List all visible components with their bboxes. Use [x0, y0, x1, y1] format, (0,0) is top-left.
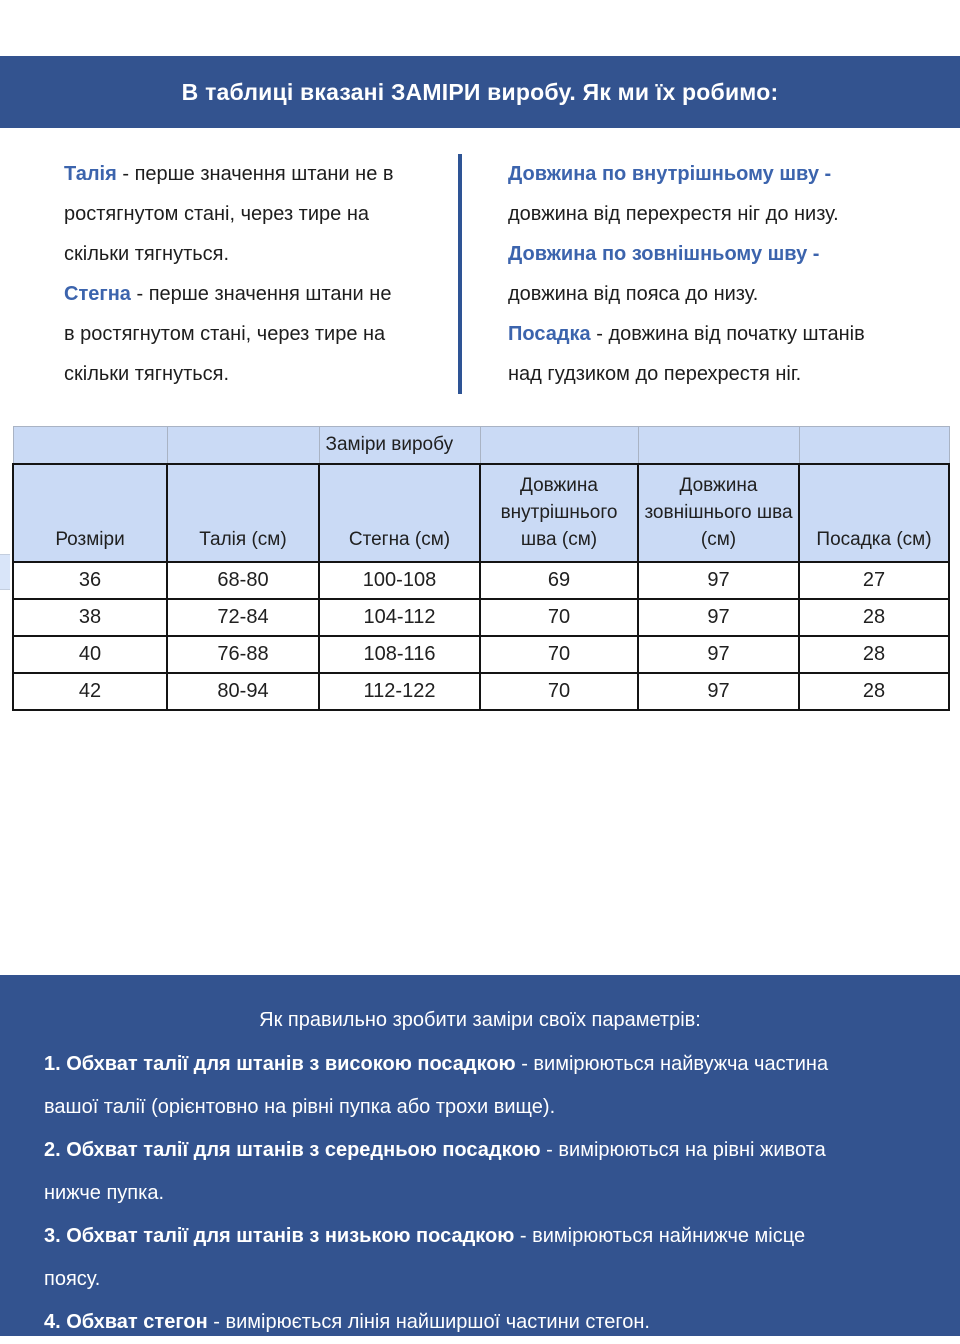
- instruction-2-rest: - вимірюються на рівні живота: [540, 1139, 826, 1161]
- column-header-hips: Стегна (см): [318, 463, 481, 563]
- definition-hips-line1: Стегна - перше значення штани не: [64, 274, 458, 314]
- definitions-section: Талія - перше значення штани не в ростяг…: [0, 128, 960, 394]
- cell-hips: 112-122: [318, 672, 481, 711]
- cell-hips: 104-112: [318, 598, 481, 637]
- column-header-sizes: Розміри: [12, 463, 168, 563]
- cell-rise: 28: [798, 672, 950, 711]
- definition-rise-line2: над гудзиком до перехрестя ніг.: [508, 363, 802, 385]
- instruction-4-rest: - вимірюється лінія найширшої частини ст…: [207, 1311, 650, 1333]
- cell-rise: 28: [798, 598, 950, 637]
- table-row-size-38: 38 72-84 104-112 70 97 28: [12, 598, 950, 637]
- instruction-2-line2: нижче пупка.: [44, 1182, 164, 1204]
- instruction-4-line1: 4. Обхват стегон - вимірюється лінія най…: [44, 1301, 940, 1344]
- cell-inseam: 69: [479, 561, 639, 600]
- size-table-wrapper: Заміри виробу Розміри Талія (см) Стегна …: [0, 426, 950, 711]
- definition-rise-line1: Посадка - довжина від початку штанів: [508, 314, 960, 354]
- table-column-header-row: Розміри Талія (см) Стегна (см) Довжина в…: [12, 463, 950, 563]
- cell-size: 38: [12, 598, 168, 637]
- group-header-cell: [798, 426, 950, 465]
- vertical-divider: [458, 154, 462, 394]
- cell-outseam: 97: [637, 598, 800, 637]
- group-header-title-cell: Заміри виробу: [318, 426, 481, 465]
- definition-hips-line2: в ростягнутом стані, через тире на: [64, 323, 386, 345]
- table-row-size-40: 40 76-88 108-116 70 97 28: [12, 635, 950, 674]
- cell-hips: 108-116: [318, 635, 481, 674]
- term-inseam: Довжина по внутрішньому шву -: [508, 163, 832, 185]
- instruction-1-rest: - вимірюються найвужча частина: [515, 1053, 829, 1075]
- cell-size: 36: [12, 561, 168, 600]
- term-hips: Стегна: [64, 283, 131, 305]
- cell-outseam: 97: [637, 561, 800, 600]
- definitions-left-column: Талія - перше значення штани не в ростяг…: [64, 154, 458, 394]
- cell-inseam: 70: [479, 672, 639, 711]
- definition-waist-line2: ростягнутом стані, через тире на: [64, 203, 369, 225]
- cell-outseam: 97: [637, 672, 800, 711]
- definition-text: довжина від початку штанів: [608, 323, 865, 345]
- column-header-rise: Посадка (см): [798, 463, 950, 563]
- table-group-header-row: Заміри виробу: [12, 426, 950, 465]
- cell-inseam: 70: [479, 635, 639, 674]
- column-header-inseam: Довжина внутрішнього шва (см): [479, 463, 639, 563]
- cell-waist: 80-94: [166, 672, 320, 711]
- instruction-3-bold: 3. Обхват талії для штанів з низькою пос…: [44, 1225, 515, 1247]
- term-outseam: Довжина по зовнішньому шву -: [508, 243, 820, 265]
- cell-rise: 27: [798, 561, 950, 600]
- instruction-2-line1: 2. Обхват талії для штанів з середньою п…: [44, 1129, 940, 1172]
- spreadsheet-row-stub: [0, 554, 10, 590]
- definition-text: перше значення штани не: [148, 283, 392, 305]
- size-table: Заміри виробу Розміри Талія (см) Стегна …: [12, 426, 950, 711]
- instruction-1-bold: 1. Обхват талії для штанів з високою пос…: [44, 1053, 516, 1075]
- instruction-1-line2: вашої талії (орієнтовно на рівні пупка а…: [44, 1096, 556, 1118]
- cell-outseam: 97: [637, 635, 800, 674]
- cell-inseam: 70: [479, 598, 639, 637]
- instruction-4-bold: 4. Обхват стегон: [44, 1311, 208, 1333]
- cell-waist: 76-88: [166, 635, 320, 674]
- group-header-cell: [12, 426, 168, 465]
- definition-outseam-line1: Довжина по зовнішньому шву -: [508, 234, 960, 274]
- cell-size: 40: [12, 635, 168, 674]
- separator: -: [130, 283, 149, 305]
- group-header-cell: [166, 426, 320, 465]
- instruction-3-line1: 3. Обхват талії для штанів з низькою пос…: [44, 1215, 940, 1258]
- top-banner: В таблиці вказані ЗАМІРИ виробу. Як ми ї…: [0, 56, 960, 128]
- definitions-right-column: Довжина по внутрішньому шву - довжина ві…: [508, 154, 960, 394]
- instruction-3-rest: - вимірюються найнижче місце: [514, 1225, 806, 1247]
- cell-waist: 68-80: [166, 561, 320, 600]
- table-row-size-36: 36 68-80 100-108 69 97 27: [12, 561, 950, 600]
- definition-hips-line3: скільки тягнуться.: [64, 363, 230, 385]
- term-waist: Талія: [64, 163, 117, 185]
- definition-text: перше значення штани не в: [134, 163, 394, 185]
- term-rise: Посадка: [508, 323, 591, 345]
- definition-inseam-line2: довжина від перехрестя ніг до низу.: [508, 203, 839, 225]
- definition-waist-line1: Талія - перше значення штани не в: [64, 154, 458, 194]
- cell-waist: 72-84: [166, 598, 320, 637]
- group-header-cell: [637, 426, 800, 465]
- instruction-2-bold: 2. Обхват талії для штанів з середньою п…: [44, 1139, 541, 1161]
- group-header-cell: [479, 426, 639, 465]
- separator: -: [116, 163, 135, 185]
- table-row-size-42: 42 80-94 112-122 70 97 28: [12, 672, 950, 711]
- instruction-1-line1: 1. Обхват талії для штанів з високою пос…: [44, 1043, 940, 1086]
- page-title: В таблиці вказані ЗАМІРИ виробу. Як ми ї…: [181, 78, 779, 105]
- definition-inseam-line1: Довжина по внутрішньому шву -: [508, 154, 960, 194]
- cell-size: 42: [12, 672, 168, 711]
- definition-waist-line3: скільки тягнуться.: [64, 243, 230, 265]
- definition-outseam-line2: довжина від пояса до низу.: [508, 283, 759, 305]
- column-header-waist: Талія (см): [166, 463, 320, 563]
- instructions-section: Як правильно зробити заміри своїх параме…: [0, 975, 960, 1336]
- column-header-outseam: Довжина зовнішнього шва (см): [637, 463, 800, 563]
- cell-hips: 100-108: [318, 561, 481, 600]
- separator: -: [590, 323, 609, 345]
- instructions-heading: Як правильно зробити заміри своїх параме…: [259, 1009, 701, 1031]
- cell-rise: 28: [798, 635, 950, 674]
